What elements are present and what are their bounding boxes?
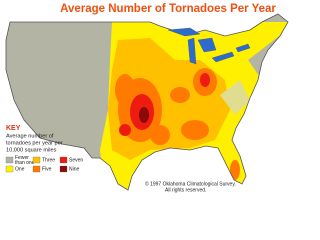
great-lakes: [167, 27, 251, 65]
legend-swatch: [59, 156, 68, 164]
legend-label: Nine: [69, 166, 80, 172]
description-line: 10,000 square miles: [6, 147, 57, 153]
legend-swatch: [32, 165, 41, 173]
us-outline: [5, 13, 289, 191]
legend-label: One: [15, 166, 25, 172]
legend-swatch: [59, 165, 68, 173]
map-title: Average Number of Tornadoes Per Year: [60, 3, 276, 15]
credit: © 1997 Oklahoma Climatological Survey.Al…: [145, 180, 236, 193]
legend-swatch: [5, 165, 14, 173]
legend-swatch: [32, 156, 41, 164]
legend-swatch: [5, 156, 14, 164]
description-line: tornadoes per year per: [6, 140, 63, 146]
legend-label: Five: [42, 166, 52, 172]
key-title: KEY: [6, 125, 21, 132]
legend-label: than one: [15, 160, 35, 166]
legend-label: Seven: [69, 157, 83, 163]
credit-line: All rights reserved.: [165, 187, 206, 193]
description-line: Average number of: [6, 133, 54, 139]
legend-label: Three: [42, 157, 55, 163]
map: Average Number of Tornadoes Per Year KEY…: [5, 3, 289, 193]
credit-line: © 1997 Oklahoma Climatological Survey.: [145, 180, 236, 187]
legend-label: Fewer: [15, 155, 29, 161]
